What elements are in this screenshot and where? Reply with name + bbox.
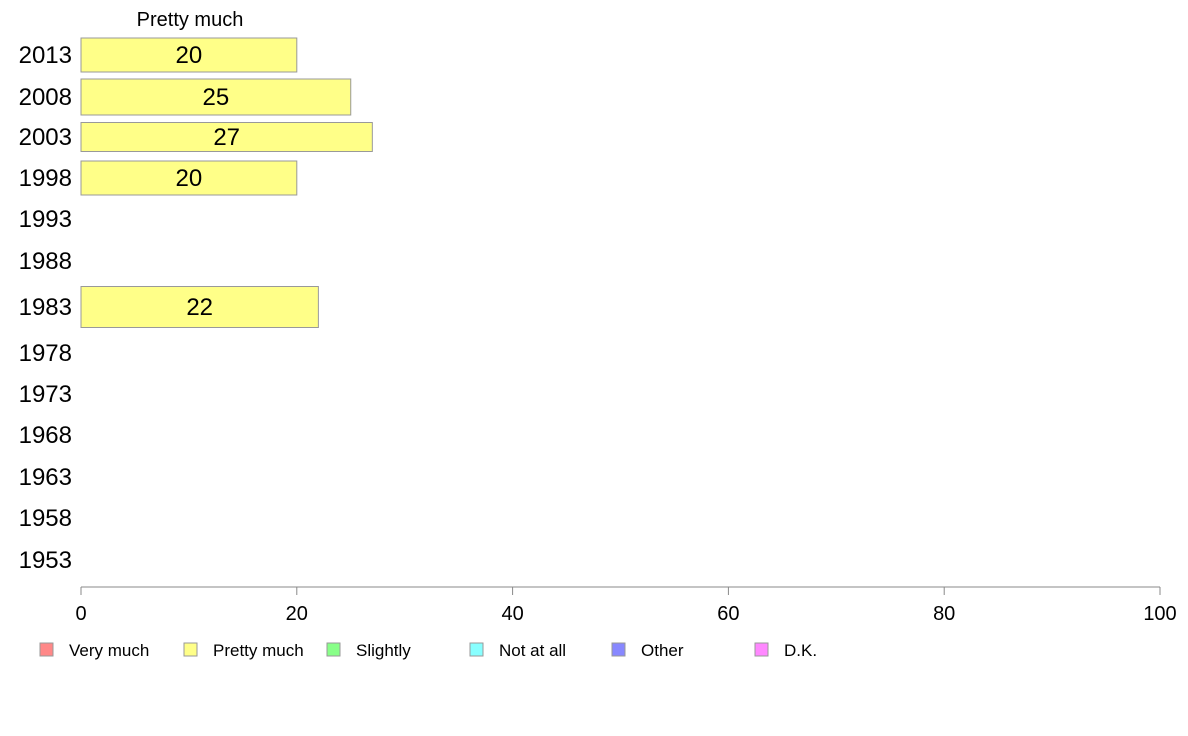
legend-label: Pretty much [213, 641, 304, 660]
y-tick-label: 1973 [19, 381, 72, 408]
y-tick-label: 2013 [19, 42, 72, 69]
y-tick-label: 1978 [19, 340, 72, 367]
legend-swatch [39, 642, 54, 657]
legend-label: Not at all [499, 641, 566, 660]
x-tick-label: 0 [75, 603, 86, 625]
bar [80, 286, 319, 328]
bar [80, 37, 298, 73]
bar [80, 122, 373, 152]
bar-value-label: 20 [176, 165, 203, 192]
bar [80, 160, 298, 196]
legend-swatch [469, 642, 484, 657]
x-tick-label: 80 [933, 603, 955, 625]
y-tick-label: 2003 [19, 124, 72, 151]
x-tick-label: 60 [717, 603, 739, 625]
x-tick-label: 40 [501, 603, 523, 625]
series-header: Pretty much [137, 9, 244, 31]
y-tick-label: 2008 [19, 84, 72, 111]
y-tick-label: 1988 [19, 248, 72, 275]
y-tick-label: 1953 [19, 547, 72, 574]
bar [80, 78, 352, 116]
y-axis-labels: 2013 2008 2003 1998 1993 1988 1983 1978 1973 1968… [19, 42, 72, 574]
x-tick-label: 100 [1143, 603, 1176, 625]
bar-value-label: 22 [186, 294, 213, 321]
y-tick-label: 1958 [19, 505, 72, 532]
legend-label: Slightly [356, 641, 411, 660]
bar-value-label: 27 [213, 124, 240, 151]
y-tick-label: 1993 [19, 206, 72, 233]
legend-swatch [611, 642, 626, 657]
y-tick-label: 1983 [19, 294, 72, 321]
legend-label: Very much [69, 641, 149, 660]
y-tick-label: 1968 [19, 422, 72, 449]
legend-swatch [754, 642, 769, 657]
legend-swatch [326, 642, 341, 657]
bar-value-label: 25 [203, 84, 230, 111]
x-axis: 0 20 40 60 80 100 [75, 586, 1177, 625]
legend: Very much Pretty much Slightly Not at all Ot… [39, 641, 817, 660]
legend-label: Other [641, 641, 684, 660]
legend-swatch [183, 642, 198, 657]
legend-label: D.K. [784, 641, 817, 660]
y-tick-label: 1998 [19, 165, 72, 192]
x-tick-label: 20 [286, 603, 308, 625]
y-tick-label: 1963 [19, 464, 72, 491]
bar-value-label: 20 [176, 42, 203, 69]
